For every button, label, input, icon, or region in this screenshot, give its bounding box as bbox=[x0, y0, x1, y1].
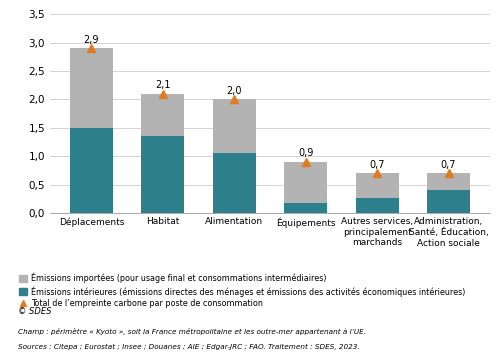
Bar bbox=[142, 94, 184, 136]
Text: 0,7: 0,7 bbox=[441, 160, 456, 170]
Legend: Émissions importées (pour usage final et consommations intermédiaires), Émission: Émissions importées (pour usage final et… bbox=[19, 273, 466, 308]
Bar bbox=[284, 203, 327, 213]
Text: Sources : Citepa ; Eurostat ; Insee ; Douanes ; AIE ; Edgar-JRC ; FAO. Traitemen: Sources : Citepa ; Eurostat ; Insee ; Do… bbox=[18, 344, 359, 350]
Text: © SDES: © SDES bbox=[18, 307, 51, 316]
Bar bbox=[284, 162, 327, 203]
Bar bbox=[356, 173, 399, 198]
Bar bbox=[427, 190, 470, 213]
Text: 0,9: 0,9 bbox=[298, 148, 314, 158]
Bar bbox=[213, 99, 256, 153]
Bar bbox=[70, 48, 113, 128]
Text: 2,0: 2,0 bbox=[226, 86, 242, 96]
Bar bbox=[427, 173, 470, 190]
Text: Champ : périmètre « Kyoto », soit la France métropolitaine et les outre-mer appa: Champ : périmètre « Kyoto », soit la Fra… bbox=[18, 328, 366, 335]
Bar bbox=[142, 136, 184, 213]
Text: 2,1: 2,1 bbox=[155, 80, 170, 90]
Bar bbox=[213, 153, 256, 213]
Text: 0,7: 0,7 bbox=[370, 160, 385, 170]
Bar bbox=[70, 128, 113, 213]
Text: 2,9: 2,9 bbox=[84, 35, 99, 45]
Bar bbox=[356, 198, 399, 213]
